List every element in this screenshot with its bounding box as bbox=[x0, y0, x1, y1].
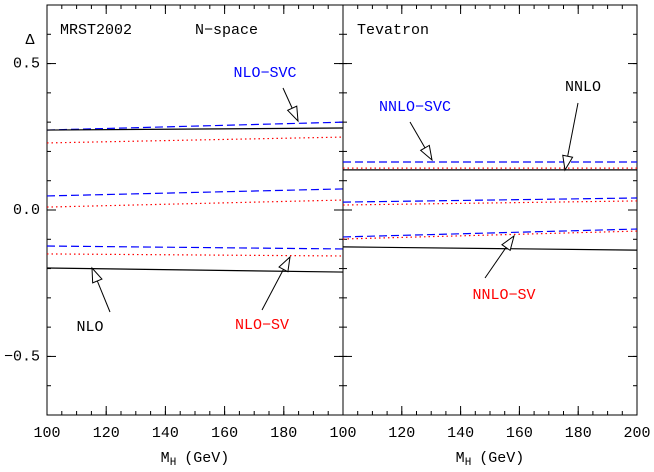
x-tick-label: 160 bbox=[506, 425, 533, 442]
series-line bbox=[46, 245, 344, 250]
x-label-unit: (GeV) bbox=[184, 450, 229, 467]
arrow-head bbox=[286, 105, 299, 123]
annotation: NNLO−SVC bbox=[379, 99, 451, 116]
annotation: N−space bbox=[195, 22, 258, 39]
series-line bbox=[342, 197, 638, 203]
arrow-head bbox=[419, 144, 433, 162]
x-label-sub: H bbox=[465, 457, 472, 469]
x-label-main: M bbox=[161, 450, 170, 467]
annotation: MRST2002 bbox=[60, 22, 132, 39]
x-label-unit: (GeV) bbox=[479, 450, 524, 467]
arrow-head bbox=[501, 234, 515, 252]
series-line bbox=[46, 199, 344, 208]
series-line bbox=[342, 228, 638, 238]
arrow-head bbox=[91, 266, 103, 284]
x-tick-label: 120 bbox=[93, 425, 120, 442]
x-axis-label: MH (GeV) bbox=[161, 450, 230, 469]
annotation: Tevatron bbox=[357, 22, 429, 39]
annotation: NLO−SVC bbox=[233, 65, 296, 82]
x-label-sub: H bbox=[170, 457, 177, 469]
series-line bbox=[342, 200, 638, 206]
x-tick-label: 100 bbox=[33, 425, 60, 442]
arrow-shaft bbox=[261, 269, 284, 311]
x-tick-label: 140 bbox=[447, 425, 474, 442]
panel-frame bbox=[342, 4, 638, 416]
x-axis-label: MH (GeV) bbox=[456, 450, 525, 469]
arrow-head bbox=[278, 255, 291, 273]
y-tick-label: 0.0 bbox=[13, 202, 40, 219]
arrow-shaft bbox=[567, 102, 579, 157]
x-tick-label: 180 bbox=[565, 425, 592, 442]
annotation: NNLO−SV bbox=[472, 287, 535, 304]
x-tick-label: 160 bbox=[211, 425, 238, 442]
x-tick-label: 100 bbox=[329, 425, 356, 442]
y-tick-label: 0.5 bbox=[13, 56, 40, 73]
x-tick-label: 200 bbox=[623, 425, 650, 442]
series-line bbox=[342, 230, 638, 240]
arrow-shaft bbox=[96, 280, 111, 313]
annotation: NLO bbox=[76, 319, 103, 336]
arrow-shaft bbox=[484, 247, 507, 279]
series-line bbox=[342, 246, 638, 251]
x-tick-label: 180 bbox=[270, 425, 297, 442]
y-tick-label: −0.5 bbox=[4, 348, 40, 365]
panel-frame bbox=[46, 4, 344, 416]
annotation: NNLO bbox=[565, 79, 601, 96]
arrow-head bbox=[562, 154, 574, 172]
series-line bbox=[46, 188, 344, 197]
series-line bbox=[46, 253, 344, 257]
x-tick-label: 140 bbox=[152, 425, 179, 442]
arrow-shaft bbox=[409, 121, 426, 149]
annotation: NLO−SV bbox=[235, 317, 289, 334]
arrow-shaft bbox=[282, 87, 293, 109]
x-tick-label: 120 bbox=[388, 425, 415, 442]
series-line bbox=[46, 121, 344, 131]
x-label-main: M bbox=[456, 450, 465, 467]
series-line bbox=[46, 267, 344, 273]
series-line bbox=[46, 127, 344, 131]
series-line bbox=[46, 136, 344, 144]
y-axis-label: Δ bbox=[25, 32, 34, 49]
